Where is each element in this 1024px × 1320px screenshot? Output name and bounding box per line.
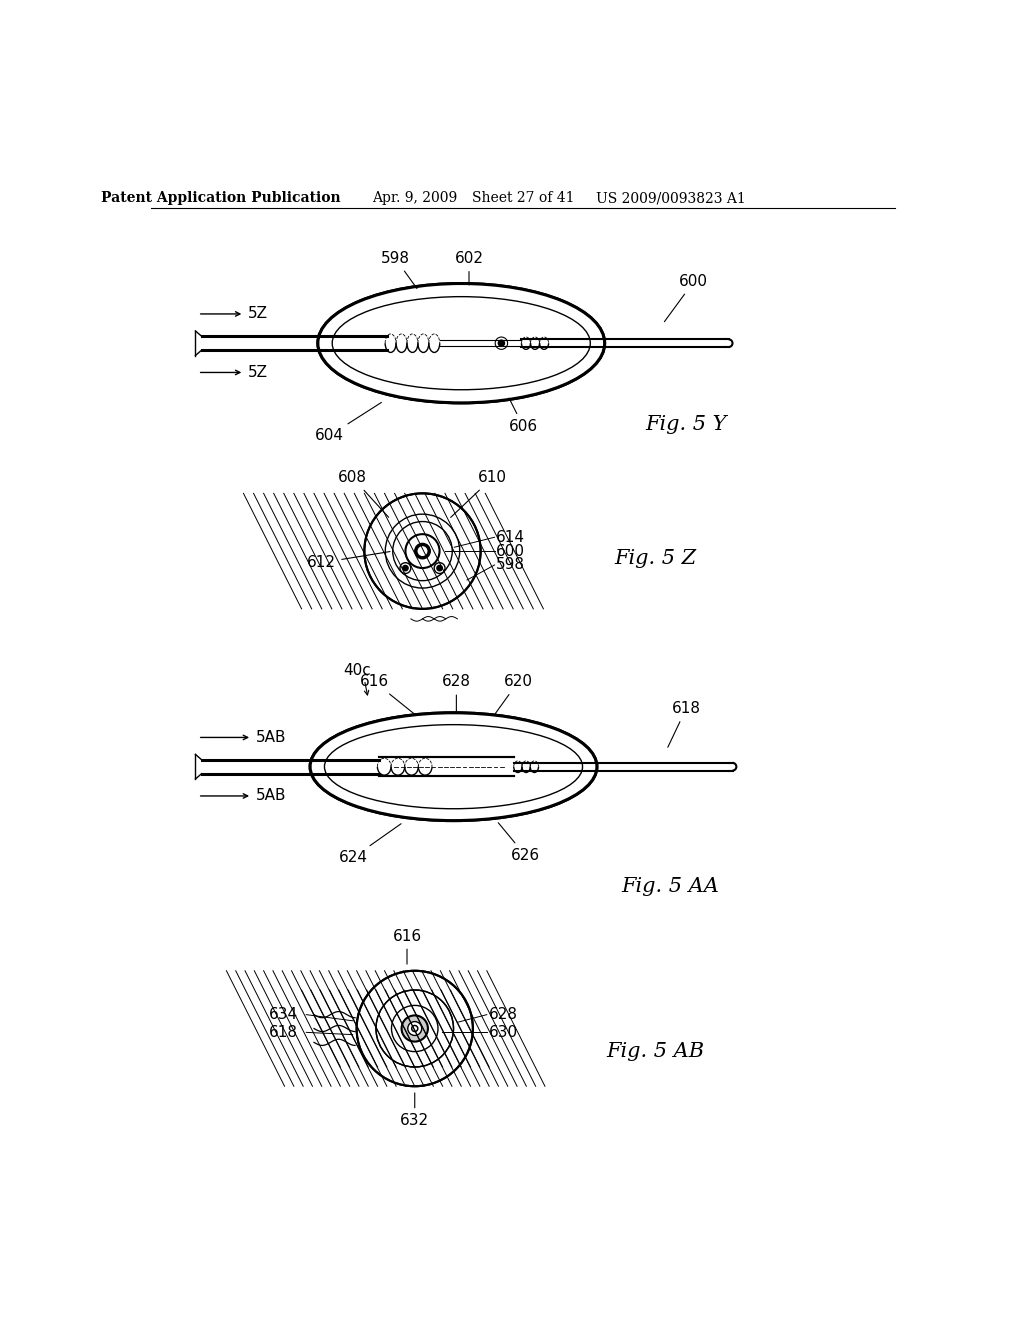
Circle shape: [434, 562, 445, 573]
Text: 614: 614: [496, 529, 525, 545]
Circle shape: [356, 970, 473, 1086]
Text: 628: 628: [488, 1007, 517, 1022]
Text: 602: 602: [455, 251, 483, 285]
Text: 634: 634: [268, 1007, 298, 1022]
Text: Patent Application Publication: Patent Application Publication: [101, 191, 341, 206]
Text: 628: 628: [442, 675, 471, 711]
Text: US 2009/0093823 A1: US 2009/0093823 A1: [596, 191, 745, 206]
Text: Sheet 27 of 41: Sheet 27 of 41: [472, 191, 574, 206]
Text: 626: 626: [499, 822, 540, 863]
Text: 612: 612: [307, 552, 390, 570]
Text: 632: 632: [400, 1093, 429, 1129]
Text: 598: 598: [496, 557, 525, 573]
Circle shape: [496, 337, 508, 350]
Circle shape: [499, 341, 505, 346]
Text: Fig. 5 Z: Fig. 5 Z: [614, 549, 696, 569]
Circle shape: [376, 990, 454, 1067]
Circle shape: [401, 1015, 428, 1041]
Circle shape: [408, 1022, 422, 1035]
Circle shape: [406, 535, 439, 568]
Ellipse shape: [311, 714, 596, 820]
Text: Fig. 5 Y: Fig. 5 Y: [645, 414, 727, 433]
Text: 608: 608: [338, 470, 389, 517]
Text: 616: 616: [392, 928, 422, 964]
Text: 610: 610: [451, 470, 507, 517]
Text: Fig. 5 AB: Fig. 5 AB: [606, 1041, 705, 1061]
Text: 5Z: 5Z: [248, 306, 268, 322]
Circle shape: [414, 1027, 417, 1030]
Circle shape: [402, 565, 409, 570]
Circle shape: [418, 546, 427, 556]
Text: 40c: 40c: [343, 663, 371, 678]
Circle shape: [400, 562, 411, 573]
Circle shape: [415, 544, 430, 558]
Text: 604: 604: [315, 403, 381, 444]
Text: 600: 600: [496, 544, 525, 558]
Circle shape: [391, 1006, 438, 1052]
Text: 600: 600: [665, 275, 709, 322]
Ellipse shape: [318, 284, 604, 403]
Text: 5Z: 5Z: [248, 364, 268, 380]
Circle shape: [437, 565, 442, 570]
Circle shape: [365, 494, 480, 609]
Text: 5AB: 5AB: [256, 788, 287, 804]
Circle shape: [412, 1026, 418, 1032]
Text: 620: 620: [496, 675, 532, 714]
Text: Fig. 5 AA: Fig. 5 AA: [622, 876, 720, 895]
Text: 618: 618: [268, 1024, 298, 1040]
Text: 5AB: 5AB: [256, 730, 287, 744]
Text: 598: 598: [381, 251, 417, 289]
Text: 616: 616: [360, 675, 416, 715]
Text: 630: 630: [488, 1024, 517, 1040]
Text: Apr. 9, 2009: Apr. 9, 2009: [372, 191, 458, 206]
Text: 624: 624: [339, 824, 401, 865]
Circle shape: [385, 513, 460, 589]
Text: 606: 606: [509, 399, 538, 434]
Text: 618: 618: [668, 701, 700, 747]
